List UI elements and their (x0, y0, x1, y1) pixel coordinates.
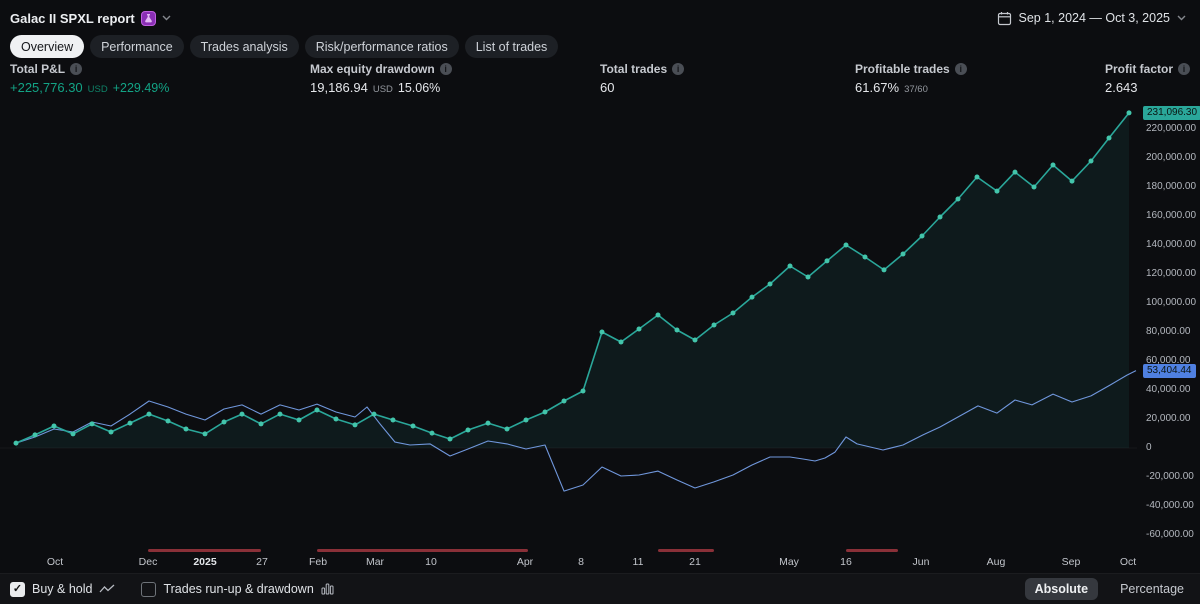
y-tick-label: 20,000.00 (1146, 412, 1191, 424)
x-tick-label: 11 (632, 556, 644, 568)
x-tick-label: Apr (516, 556, 534, 568)
stats-row: Total P&L i +225,776.30 USD +229.49% Max eq… (0, 62, 1200, 96)
x-tick-label: 8 (578, 556, 584, 568)
tab-overview[interactable]: Overview (10, 35, 85, 58)
x-tick-label: Jun (912, 556, 930, 568)
buy-hold-label: Buy & hold (32, 582, 93, 596)
y-tick-label: 180,000.00 (1146, 181, 1197, 192)
trades-runup-drawdown-label: Trades run-up & drawdown (163, 582, 314, 596)
x-tick-label: 2025 (193, 556, 217, 568)
y-tick-label: 80,000.00 (1146, 325, 1191, 337)
stat-label: Total P&L (10, 62, 66, 76)
checkbox-trades-runup[interactable] (141, 581, 157, 597)
y-tick-label: 40,000.00 (1146, 383, 1191, 395)
info-icon[interactable]: i (954, 63, 967, 75)
x-tick-label: 27 (256, 556, 268, 568)
drawdown-period-bar (846, 549, 898, 552)
x-tick-label: 10 (425, 556, 437, 568)
x-tick-label: Dec (138, 556, 158, 568)
buy-hold-toggle: ✓ Buy & hold (10, 581, 115, 597)
y-tick-label: -60,000.00 (1146, 528, 1194, 540)
x-tick-label: May (779, 556, 799, 568)
stat-value: 19,186.94 (310, 80, 368, 95)
bar-chart-icon (321, 583, 334, 595)
tab-risk-performance-ratios[interactable]: Risk/performance ratios (304, 35, 459, 58)
stat-label: Max equity drawdown (310, 62, 435, 76)
x-tick-label: Sep (1061, 556, 1081, 568)
y-tick-label: 200,000.00 (1146, 152, 1197, 163)
x-tick-label: Feb (308, 556, 328, 568)
report-tabs: Overview Performance Trades analysis Ris… (0, 29, 1200, 58)
stat-unit: USD (372, 84, 393, 95)
x-tick-label: Oct (46, 556, 64, 568)
y-tick-label: 100,000.00 (1146, 296, 1197, 308)
tab-trades-analysis[interactable]: Trades analysis (189, 35, 299, 58)
x-axis[interactable]: Oct Dec 2025 27 Feb Mar 10 Apr 8 11 21 May 16 Jun Aug S… (0, 547, 1200, 571)
equity-last-value-badge: 231,096.30 (1143, 105, 1200, 120)
report-header: Galac II SPXL report Sep 1, 2024 — Oct 3… (0, 2, 1200, 29)
stat-label: Profitable trades (855, 62, 950, 76)
info-icon[interactable]: i (70, 63, 83, 75)
y-tick-label: -40,000.00 (1146, 499, 1194, 511)
y-axis[interactable]: 220,000.00 200,000.00 180,000.00 160,000.00… (1137, 97, 1200, 547)
drawdown-period-bar (658, 549, 714, 552)
y-tick-label: 160,000.00 (1146, 209, 1197, 221)
stat-unit: USD (87, 84, 108, 95)
stat-extra: +229.49% (112, 81, 170, 95)
trades-runup-drawdown-toggle: Trades run-up & drawdown (141, 581, 334, 597)
y-tick-label: 120,000.00 (1146, 267, 1197, 279)
stat-extra: 15.06% (397, 81, 441, 95)
stat-value: 61.67% (855, 80, 900, 95)
tab-performance[interactable]: Performance (90, 35, 184, 58)
y-tick-label: 220,000.00 (1146, 123, 1197, 134)
date-range-text: Sep 1, 2024 — Oct 3, 2025 (1018, 11, 1171, 25)
absolute-button[interactable]: Absolute (1024, 578, 1099, 600)
y-tick-label: 0 (1146, 441, 1152, 453)
stat-max-equity-drawdown: Max equity drawdown i 19,186.94 USD 15.06% (310, 62, 452, 95)
info-icon[interactable]: i (439, 63, 452, 75)
date-range-picker[interactable]: Sep 1, 2024 — Oct 3, 2025 (997, 11, 1187, 26)
stat-total-pnl: Total P&L i +225,776.30 USD +229.49% (10, 62, 169, 95)
stat-label: Profit factor (1104, 62, 1173, 76)
buy-hold-last-value-badge: 53,404.44 (1143, 363, 1196, 378)
info-icon[interactable]: i (672, 63, 685, 75)
stat-label: Total trades (600, 62, 668, 76)
chevron-down-icon (1177, 15, 1186, 21)
x-tick-label: 16 (840, 556, 852, 568)
stat-profitable-trades: Profitable trades i 61.67% 37/60 (855, 62, 967, 95)
equity-chart-svg[interactable] (0, 97, 1137, 547)
chart-footer: ✓ Buy & hold Trades run-up & drawdown Ab… (0, 573, 1200, 604)
y-tick-label: -20,000.00 (1146, 470, 1194, 482)
calendar-icon (997, 11, 1012, 26)
report-title: Galac II SPXL report (10, 10, 135, 26)
tab-list-of-trades[interactable]: List of trades (464, 35, 559, 58)
stat-unit: 37/60 (904, 84, 928, 95)
chevron-down-icon[interactable] (162, 15, 171, 21)
stat-value: +225,776.30 (10, 80, 83, 95)
info-icon[interactable]: i (1178, 63, 1190, 75)
drawdown-period-bar (317, 549, 528, 552)
line-chart-icon (99, 584, 115, 594)
x-tick-label: Aug (986, 556, 1006, 568)
y-tick-label: 60,000.00 (1146, 354, 1191, 366)
stat-value: 2.643 (1104, 80, 1138, 95)
stat-profit-factor: Profit factor i 2.643 (1105, 62, 1190, 95)
checkbox-buy-hold[interactable]: ✓ (10, 581, 25, 597)
stat-value: 60 (600, 80, 615, 95)
strategy-title-group[interactable]: Galac II SPXL report (10, 10, 171, 26)
x-tick-label: Mar (365, 556, 385, 568)
x-tick-label: 21 (689, 556, 701, 568)
strategy-icon (140, 10, 156, 26)
stat-total-trades: Total trades i 60 (600, 62, 685, 95)
drawdown-period-bar (148, 549, 261, 552)
x-tick-label: Oct (1119, 556, 1137, 568)
y-tick-label: 140,000.00 (1146, 238, 1197, 250)
equity-chart: 220,000.00 200,000.00 180,000.00 160,000.00… (0, 97, 1200, 547)
percentage-button[interactable]: Percentage (1114, 581, 1190, 597)
